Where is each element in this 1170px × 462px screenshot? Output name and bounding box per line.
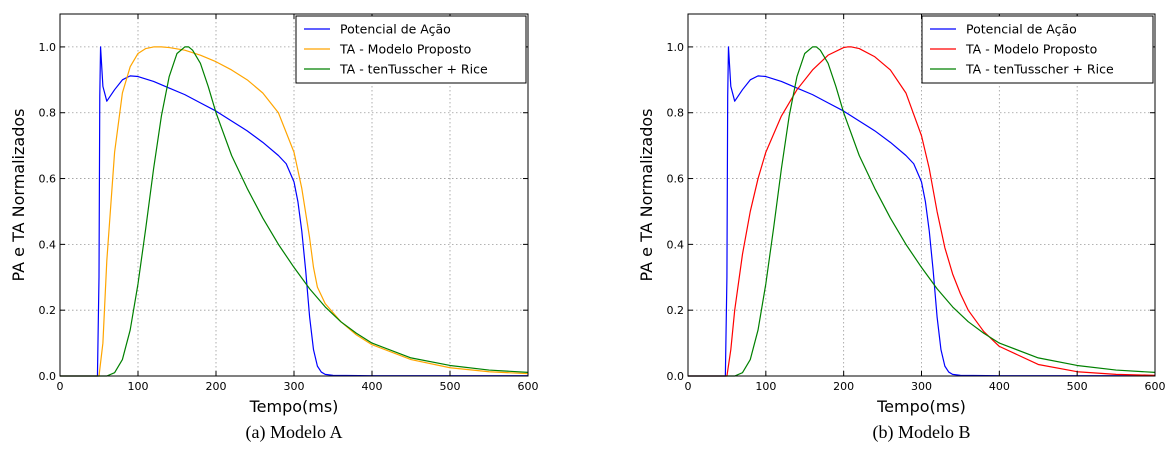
y-tick-label: 1.0 (667, 41, 685, 54)
x-tick-label: 100 (128, 380, 149, 393)
x-tick-label: 500 (1067, 380, 1088, 393)
series-line-3 (688, 46, 1156, 377)
legend-entry: Potencial de Ação (340, 22, 451, 37)
legend-entry: Potencial de Ação (966, 22, 1077, 37)
legend-box (295, 15, 527, 84)
legend-entry: TA - tenTusscher + Rice (965, 62, 1114, 77)
x-tick-label: 200 (833, 380, 854, 393)
chart-panel-a: 0 100 200 300 400 500 600 0.0 0.2 0.4 0.6 0.8 1.0 Tem… (9, 13, 539, 443)
series-line-2 (60, 46, 529, 377)
y-tick-label: 0.8 (667, 107, 685, 120)
legend: Potencial de Ação TA - Modelo Proposto TA … (921, 15, 1154, 84)
y-tick-label: 1.0 (39, 41, 57, 54)
x-tick-label: 600 (1145, 380, 1166, 393)
series-line-1 (688, 46, 1155, 377)
legend-entry: TA - Modelo Proposto (965, 42, 1097, 57)
x-tick-label: 300 (911, 380, 932, 393)
panel-caption: (a) Modelo A (246, 422, 343, 443)
x-tick-label: 400 (989, 380, 1010, 393)
legend-entry: TA - tenTusscher + Rice (339, 62, 488, 77)
y-tick-label: 0.6 (667, 173, 685, 186)
legend-entry: TA - Modelo Proposto (339, 42, 471, 57)
x-axis-label: Tempo(ms) (249, 397, 339, 416)
series-line-3 (60, 46, 529, 377)
y-axis-label: PA e TA Normalizados (9, 109, 28, 282)
y-tick-label: 0.2 (39, 304, 57, 317)
chart-panel-b: 0 100 200 300 400 500 600 0.0 0.2 0.4 0.6 0.8 1.0 Tem… (637, 13, 1166, 443)
x-tick-label: 500 (440, 380, 461, 393)
y-tick-label: 0.4 (39, 238, 57, 251)
y-tick-label: 0.2 (667, 304, 685, 317)
y-axis-label: PA e TA Normalizados (637, 109, 656, 282)
x-tick-label: 600 (518, 380, 539, 393)
x-tick-label: 0 (57, 380, 64, 393)
x-tick-label: 200 (206, 380, 227, 393)
x-tick-label: 100 (755, 380, 776, 393)
x-tick-label: 300 (284, 380, 305, 393)
x-tick-label: 0 (685, 380, 692, 393)
y-tick-label: 0.6 (39, 173, 57, 186)
series-line-2 (688, 46, 1156, 377)
legend: Potencial de Ação TA - Modelo Proposto TA … (295, 15, 527, 84)
series-line-1 (60, 46, 528, 377)
y-tick-label: 0.4 (667, 238, 685, 251)
panel-caption: (b) Modelo B (873, 422, 971, 443)
y-tick-label: 0.0 (667, 370, 685, 383)
legend-box (921, 15, 1154, 84)
y-tick-label: 0.0 (39, 370, 57, 383)
x-tick-label: 400 (362, 380, 383, 393)
x-axis-label: Tempo(ms) (876, 397, 966, 416)
y-tick-label: 0.8 (39, 107, 57, 120)
